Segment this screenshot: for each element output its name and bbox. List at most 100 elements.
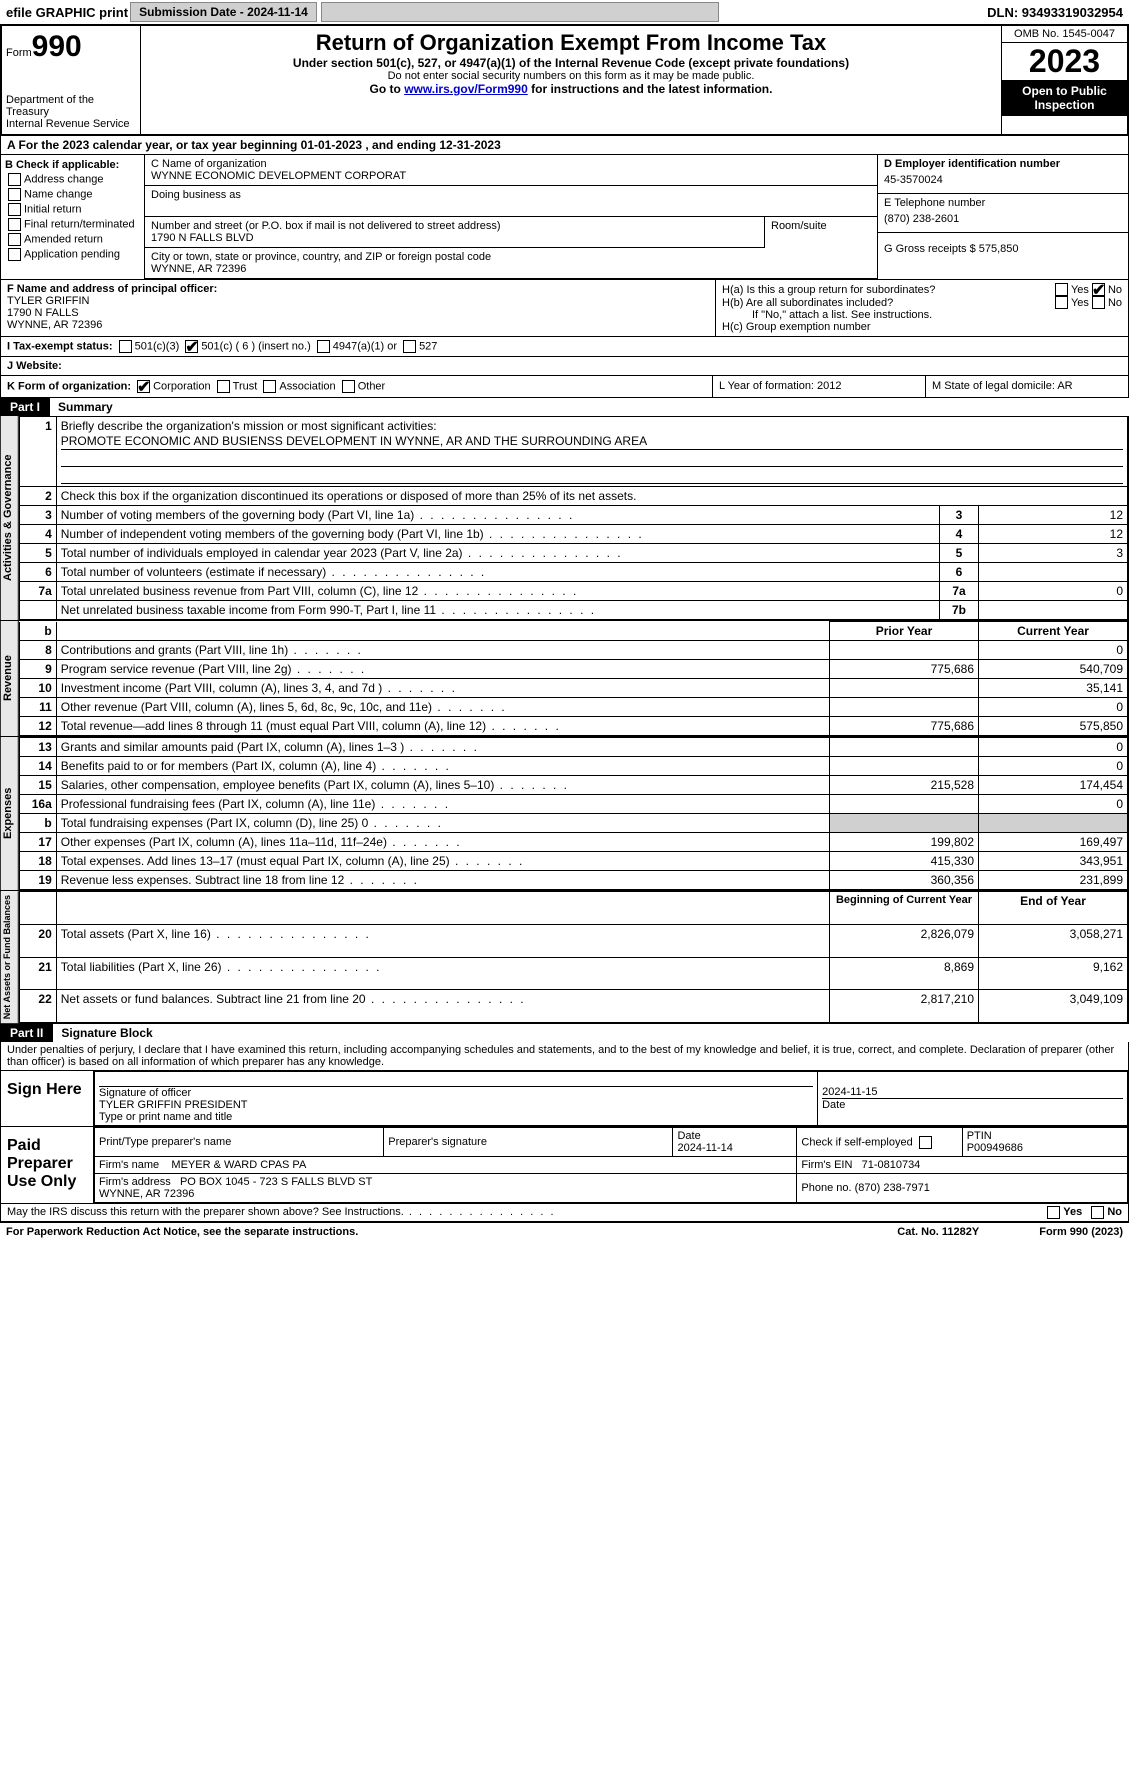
table-row: 15Salaries, other compensation, employee… [19, 776, 1127, 795]
part2-label: Part II [0, 1024, 53, 1042]
cb-final-return[interactable]: Final return/terminated [5, 218, 140, 231]
cb-app-pending[interactable]: Application pending [5, 248, 140, 261]
department-label: Department of the Treasury Internal Reve… [6, 94, 136, 130]
line2: Check this box if the organization disco… [56, 487, 1127, 506]
form-ref: Form 990 (2023) [1039, 1226, 1123, 1238]
officer-addr2: WYNNE, AR 72396 [7, 319, 709, 331]
street-label: Number and street (or P.O. box if mail i… [151, 220, 758, 232]
table-row: 9Program service revenue (Part VIII, lin… [19, 660, 1127, 679]
part1-label: Part I [0, 398, 50, 416]
sig-officer-label: Signature of officer [99, 1087, 191, 1099]
gross-receipts: G Gross receipts $ 575,850 [884, 243, 1122, 255]
table-row: 4Number of independent voting members of… [19, 525, 1127, 544]
box-d: D Employer identification number 45-3570… [877, 155, 1128, 279]
cb-501c3[interactable] [119, 340, 132, 353]
i-label: I Tax-exempt status: [7, 340, 113, 352]
firm-ein-label: Firm's EIN [801, 1159, 852, 1171]
section-bcd: B Check if applicable: Address change Na… [0, 155, 1129, 280]
cb-initial-return[interactable]: Initial return [5, 203, 140, 216]
note-ssn: Do not enter social security numbers on … [149, 70, 993, 82]
ha-no[interactable] [1092, 283, 1105, 296]
row-j: J Website: [0, 357, 1129, 376]
summary-gov: Activities & Governance 1 Briefly descri… [0, 416, 1129, 621]
ptin-label: PTIN [967, 1130, 992, 1142]
box-b-header: B Check if applicable: [5, 159, 140, 171]
subtitle: Under section 501(c), 527, or 4947(a)(1)… [149, 56, 993, 70]
cb-assoc[interactable] [263, 380, 276, 393]
officer-name: TYLER GRIFFIN [7, 295, 709, 307]
submission-date-button[interactable]: Submission Date - 2024-11-14 [130, 2, 317, 22]
date-label: Date [822, 1099, 845, 1111]
side-rev: Revenue [1, 621, 19, 736]
title-box: Return of Organization Exempt From Incom… [141, 26, 1001, 134]
box-b: B Check if applicable: Address change Na… [1, 155, 145, 279]
hdr-begin: Beginning of Current Year [830, 892, 979, 925]
paid-prep-label: Paid Preparer Use Only [1, 1127, 94, 1203]
cb-address-change[interactable]: Address change [5, 173, 140, 186]
part2-title: Signature Block [53, 1024, 1129, 1042]
firm-phone: (870) 238-7971 [855, 1182, 930, 1194]
table-row: 7aTotal unrelated business revenue from … [19, 582, 1127, 601]
cb-corp[interactable] [137, 380, 150, 393]
table-net: Beginning of Current Year End of Year 20… [19, 891, 1128, 1023]
ein: 45-3570024 [884, 170, 1122, 190]
box-f: F Name and address of principal officer:… [1, 280, 716, 336]
footer: For Paperwork Reduction Act Notice, see … [0, 1222, 1129, 1241]
table-row: 13Grants and similar amounts paid (Part … [19, 738, 1127, 757]
part2-header: Part II Signature Block [0, 1024, 1129, 1042]
side-gov: Activities & Governance [1, 416, 19, 620]
cb-trust[interactable] [217, 380, 230, 393]
ha-yes[interactable] [1055, 283, 1068, 296]
efile-label: efile GRAPHIC print [6, 5, 128, 20]
prep-sig-label: Preparer's signature [384, 1128, 673, 1157]
row-fh: F Name and address of principal officer:… [0, 280, 1129, 337]
mission-text: PROMOTE ECONOMIC AND BUSIENSS DEVELOPMEN… [61, 433, 1123, 450]
part1-header: Part I Summary [0, 398, 1129, 416]
cb-4947[interactable] [317, 340, 330, 353]
discuss-row: May the IRS discuss this return with the… [0, 1204, 1129, 1222]
officer-name-title: TYLER GRIFFIN PRESIDENT [99, 1099, 248, 1111]
phone-label: E Telephone number [884, 197, 1122, 209]
city: WYNNE, AR 72396 [151, 263, 871, 275]
line-a: A For the 2023 calendar year, or tax yea… [0, 136, 1129, 155]
discuss-label: May the IRS discuss this return with the… [7, 1206, 1044, 1219]
table-row: 3Number of voting members of the governi… [19, 506, 1127, 525]
k-label: K Form of organization: [7, 380, 131, 392]
open-inspection: Open to Public Inspection [1002, 80, 1127, 116]
prep-date: 2024-11-14 [677, 1142, 732, 1154]
cb-other[interactable] [342, 380, 355, 393]
firm-name-label: Firm's name [99, 1159, 159, 1171]
firm-name: MEYER & WARD CPAS PA [171, 1159, 306, 1171]
type-label: Type or print name and title [99, 1111, 232, 1123]
pra-notice: For Paperwork Reduction Act Notice, see … [6, 1226, 358, 1238]
discuss-yes[interactable] [1047, 1206, 1060, 1219]
spacer-button [321, 2, 719, 22]
main-title: Return of Organization Exempt From Incom… [149, 30, 993, 56]
table-row: Net unrelated business taxable income fr… [19, 601, 1127, 620]
summary-rev: Revenue b Prior Year Current Year 8Contr… [0, 621, 1129, 737]
cb-amended[interactable]: Amended return [5, 233, 140, 246]
org-name-label: C Name of organization [151, 158, 871, 170]
row-k: K Form of organization: Corporation Trus… [0, 376, 1129, 398]
table-row: 5Total number of individuals employed in… [19, 544, 1127, 563]
side-exp: Expenses [1, 737, 19, 890]
irs-link[interactable]: www.irs.gov/Form990 [404, 82, 528, 96]
cb-name-change[interactable]: Name change [5, 188, 140, 201]
form-number: 990 [32, 30, 82, 63]
omb-number: OMB No. 1545-0047 [1002, 26, 1127, 43]
table-exp: 13Grants and similar amounts paid (Part … [19, 737, 1128, 890]
cb-501c[interactable] [185, 340, 198, 353]
cb-527[interactable] [403, 340, 416, 353]
table-row: 14Benefits paid to or for members (Part … [19, 757, 1127, 776]
hb-no[interactable] [1092, 296, 1105, 309]
table-row: 19Revenue less expenses. Subtract line 1… [19, 871, 1127, 890]
j-label: J Website: [7, 360, 62, 372]
line1-label: Briefly describe the organization's miss… [61, 419, 437, 433]
table-gov: 1 Briefly describe the organization's mi… [19, 416, 1128, 620]
check-self[interactable]: Check if self-employed [797, 1128, 962, 1157]
form-number-box: Form990 Department of the Treasury Inter… [2, 26, 141, 134]
sign-here-label: Sign Here [1, 1071, 94, 1126]
row-i: I Tax-exempt status: 501(c)(3) 501(c) ( … [0, 337, 1129, 357]
discuss-no[interactable] [1091, 1206, 1104, 1219]
hb-yes[interactable] [1055, 296, 1068, 309]
